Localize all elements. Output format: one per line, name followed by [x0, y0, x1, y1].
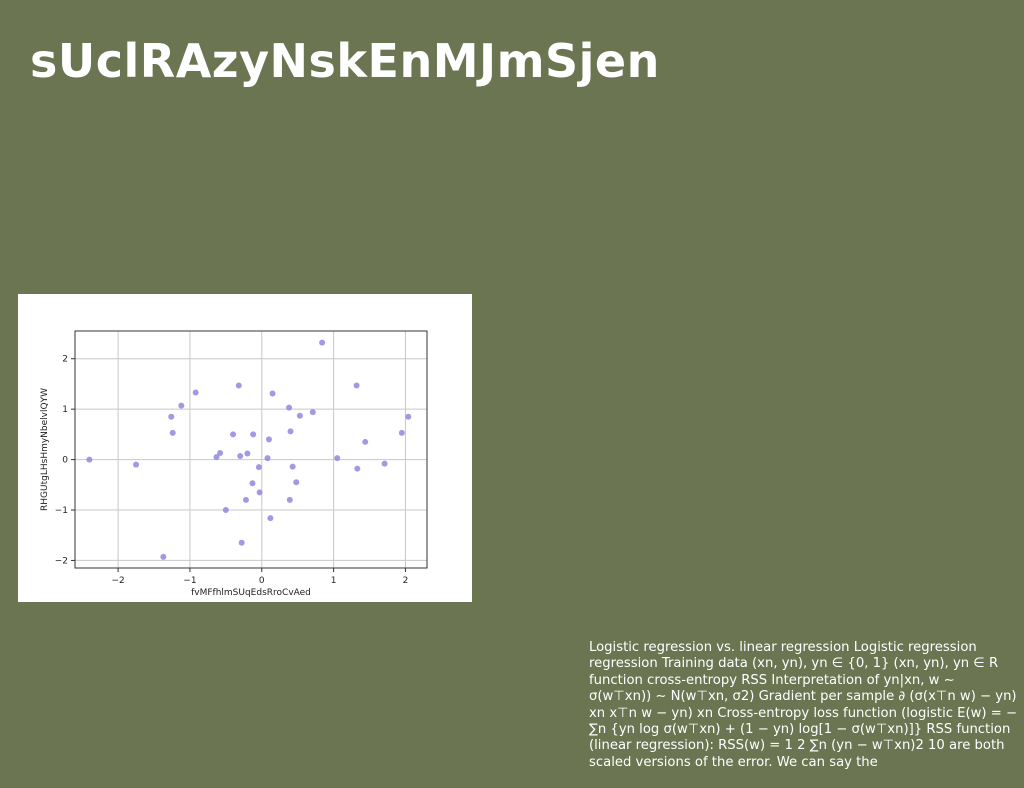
- slide-body-text: Logistic regression vs. linear regressio…: [589, 640, 1018, 770]
- data-point: [289, 463, 296, 470]
- data-point: [256, 489, 263, 496]
- data-point: [255, 464, 262, 471]
- data-point: [249, 480, 256, 487]
- data-point: [319, 339, 326, 346]
- plot-grid: [75, 331, 427, 568]
- data-point: [86, 456, 93, 463]
- data-point: [169, 429, 176, 436]
- data-point: [287, 428, 294, 435]
- data-point: [160, 553, 167, 560]
- data-point: [286, 496, 293, 503]
- data-point: [296, 412, 303, 419]
- data-point: [269, 390, 276, 397]
- data-point: [362, 438, 369, 445]
- data-point: [133, 461, 140, 468]
- data-point: [235, 382, 242, 389]
- y-tick-label: 0: [62, 456, 68, 466]
- data-point: [250, 431, 257, 438]
- data-point: [178, 402, 185, 409]
- data-point: [217, 450, 224, 457]
- data-point: [398, 429, 405, 436]
- data-point: [286, 404, 293, 411]
- y-axis-label: RHGUtgLHsHmyNbelvlQYW: [40, 388, 50, 511]
- data-point: [293, 479, 300, 486]
- data-point: [264, 455, 271, 462]
- data-point: [381, 460, 388, 467]
- y-tick-label: 2: [62, 355, 68, 365]
- data-point: [354, 465, 361, 472]
- x-tick-label: −2: [111, 576, 124, 586]
- scatter-plot-figure: −2 −1 0 1 2 −2 −1 0 1 2 fvMFfhlmSUqEdsRroCvAed RH…: [18, 294, 472, 602]
- data-point: [192, 389, 199, 396]
- data-point: [213, 454, 220, 461]
- data-point: [222, 507, 229, 514]
- x-tick-label: −1: [183, 576, 196, 586]
- plot-axes-box: [74, 330, 428, 569]
- data-point: [353, 382, 360, 389]
- data-point: [405, 413, 412, 420]
- data-point: [238, 539, 245, 546]
- y-tick-label: −2: [55, 556, 68, 566]
- data-point: [230, 431, 237, 438]
- y-tick-label: 1: [62, 405, 68, 415]
- x-tick-label: 1: [331, 576, 337, 586]
- axis-ticks: −2 −1 0 1 2 −2 −1 0 1 2: [55, 355, 409, 586]
- scatter-plot: −2 −1 0 1 2 −2 −1 0 1 2 fvMFfhlmSUqEdsRroCvAed RH…: [40, 330, 428, 598]
- data-points: [86, 339, 412, 560]
- data-point: [309, 409, 316, 416]
- y-tick-label: −1: [55, 506, 68, 516]
- data-point: [267, 515, 274, 522]
- data-point: [242, 496, 249, 503]
- data-point: [244, 450, 251, 457]
- data-point: [334, 455, 341, 462]
- x-tick-label: 2: [403, 576, 409, 586]
- data-point: [168, 413, 175, 420]
- data-point: [265, 436, 272, 443]
- slide-title: sUclRAzyNskEnMJmSjen: [30, 34, 660, 88]
- x-tick-label: 0: [259, 576, 265, 586]
- x-axis-label: fvMFfhlmSUqEdsRroCvAed: [191, 588, 311, 598]
- data-point: [237, 453, 244, 460]
